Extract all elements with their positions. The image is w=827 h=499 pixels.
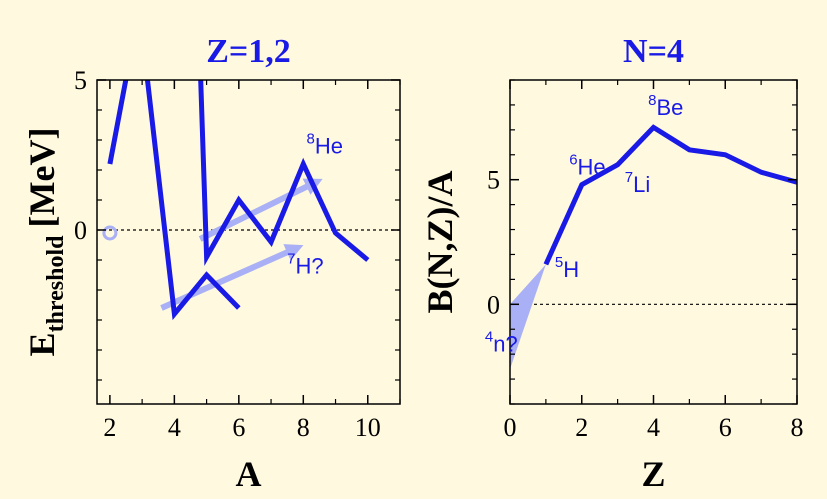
x-tick-label: 8 (297, 413, 310, 442)
isotope-symbol: H (563, 257, 579, 282)
isotope-symbol: n? (493, 332, 517, 357)
shaded-region (510, 264, 546, 370)
isotope-mass-number: 6 (569, 152, 577, 169)
x-tick-label: 2 (103, 413, 116, 442)
isotope-label: 8He (307, 131, 343, 159)
isotope-label: 7Li (625, 169, 650, 197)
isotope-mass-number: 8 (307, 131, 315, 148)
isotope-mass-number: 7 (625, 169, 633, 186)
x-tick-label: 4 (168, 413, 181, 442)
isotope-label: 6He (569, 152, 605, 180)
isotope-symbol: He (578, 155, 606, 180)
plot-frame (96, 79, 401, 405)
y-axis-label: B(N,Z)/A (420, 171, 460, 314)
data-point-marker (102, 225, 118, 241)
isotope-label: 7H? (287, 251, 323, 279)
isotope-symbol: Be (656, 95, 683, 120)
chart-title: Z=1,2 (206, 33, 291, 70)
x-tick-label: 10 (355, 413, 381, 442)
series-line-1 (107, 80, 241, 321)
x-tick-label: 6 (719, 413, 732, 442)
trend-arrow-2 (198, 178, 323, 242)
isotope-label: 5H (555, 254, 579, 282)
isotope-symbol: Li (633, 172, 650, 197)
isotope-symbol: H? (296, 254, 324, 279)
isotope-label: 4n? (485, 329, 518, 357)
x-tick-label: 4 (647, 413, 660, 442)
y-tick-label: 5 (74, 66, 87, 95)
y-axis-label-subscript: threshold (43, 235, 69, 333)
series-line-2 (198, 80, 370, 266)
isotope-mass-number: 7 (287, 251, 295, 268)
x-axis-label: Z (641, 454, 665, 494)
chart-title: N=4 (623, 33, 684, 70)
y-tick-label: 0 (487, 290, 500, 319)
isotope-mass-number: 4 (485, 329, 493, 346)
x-axis-label: A (236, 454, 262, 494)
isotope-mass-number: 5 (555, 254, 563, 271)
x-tick-label: 0 (504, 413, 517, 442)
trend-arrow-1 (160, 244, 304, 311)
y-tick-label: 5 (487, 166, 500, 195)
x-tick-label: 2 (575, 413, 588, 442)
y-axis-label: Ethreshold [MeV] (22, 128, 69, 357)
isotope-label: 8Be (648, 92, 683, 120)
x-tick-label: 6 (232, 413, 245, 442)
plot-area (510, 124, 797, 370)
x-tick-label: 8 (791, 413, 804, 442)
y-axis-label-unit: [MeV] (22, 128, 62, 228)
plot-area (102, 80, 370, 321)
isotope-mass-number: 8 (648, 92, 656, 109)
series-line-1 (543, 124, 797, 266)
y-tick-label: 0 (74, 216, 87, 245)
y-axis-label-main: E (22, 332, 62, 356)
isotope-symbol: He (315, 134, 343, 159)
